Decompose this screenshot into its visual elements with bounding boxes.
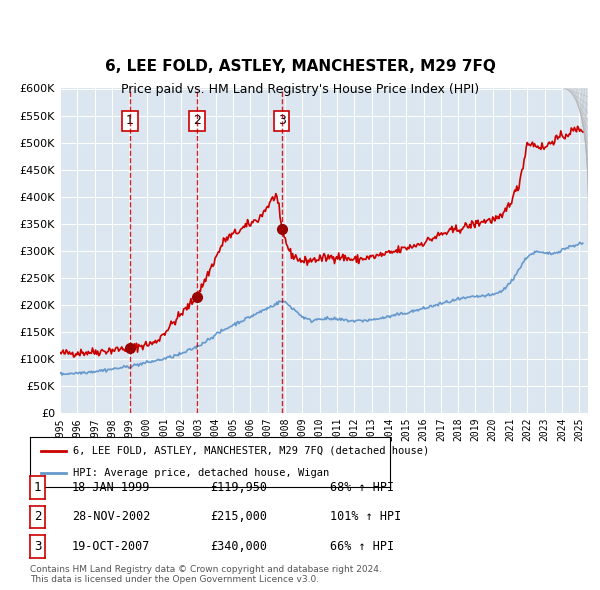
Text: 1: 1 xyxy=(126,114,134,127)
Text: 18-JAN-1999: 18-JAN-1999 xyxy=(72,481,151,494)
Text: 6, LEE FOLD, ASTLEY, MANCHESTER, M29 7FQ: 6, LEE FOLD, ASTLEY, MANCHESTER, M29 7FQ xyxy=(104,59,496,74)
Text: 68% ↑ HPI: 68% ↑ HPI xyxy=(330,481,394,494)
Text: £340,000: £340,000 xyxy=(210,540,267,553)
Text: 28-NOV-2002: 28-NOV-2002 xyxy=(72,510,151,523)
Text: 19-OCT-2007: 19-OCT-2007 xyxy=(72,540,151,553)
Text: 3: 3 xyxy=(34,540,41,553)
Text: 6, LEE FOLD, ASTLEY, MANCHESTER, M29 7FQ (detached house): 6, LEE FOLD, ASTLEY, MANCHESTER, M29 7FQ… xyxy=(73,445,430,455)
Text: Contains HM Land Registry data © Crown copyright and database right 2024.
This d: Contains HM Land Registry data © Crown c… xyxy=(30,565,382,584)
Text: £119,950: £119,950 xyxy=(210,481,267,494)
Text: 2: 2 xyxy=(193,114,201,127)
Text: 2: 2 xyxy=(34,510,41,523)
Text: £215,000: £215,000 xyxy=(210,510,267,523)
Text: 101% ↑ HPI: 101% ↑ HPI xyxy=(330,510,401,523)
Text: 3: 3 xyxy=(278,114,286,127)
Text: 66% ↑ HPI: 66% ↑ HPI xyxy=(330,540,394,553)
Text: 1: 1 xyxy=(34,481,41,494)
Text: Price paid vs. HM Land Registry's House Price Index (HPI): Price paid vs. HM Land Registry's House … xyxy=(121,83,479,96)
Text: HPI: Average price, detached house, Wigan: HPI: Average price, detached house, Wiga… xyxy=(73,468,329,478)
